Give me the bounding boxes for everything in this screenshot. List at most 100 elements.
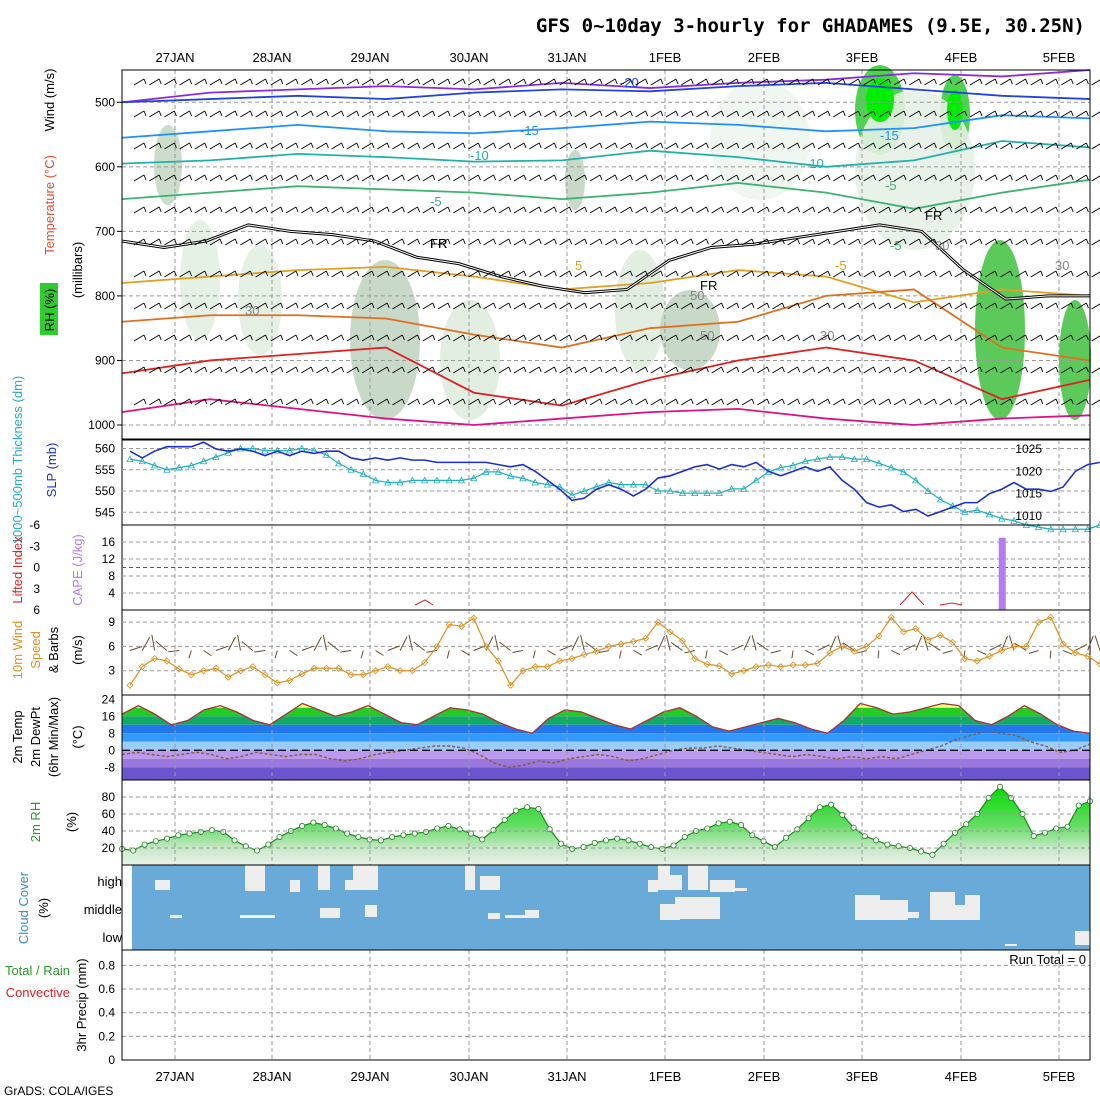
wind-barb [908,110,920,118]
temp-band [122,767,1090,780]
wind-barb [498,78,510,86]
temp-band [122,741,1090,751]
rh-tick: 40 [102,824,116,838]
thickness-point [666,487,674,494]
wind-barb [629,238,633,245]
wind-barb [584,270,588,277]
rh-point [636,840,643,847]
wind-barb [468,398,479,406]
wind-barb-10m [743,636,751,651]
contour-label: -15 [880,128,899,143]
wind-barb [270,334,282,342]
wind-barb [696,110,707,118]
wind-barb [817,78,829,86]
wind-barb [452,110,464,118]
wind-barb [756,174,768,182]
wind-speed-point [212,664,220,672]
wind-speed-point [322,664,331,672]
wind-barb [468,270,479,278]
wind-barb [690,238,694,245]
thickness-point [580,487,588,494]
wind-barb [797,78,801,85]
wind-barb [523,174,527,181]
wind-barb [310,238,314,245]
wind-barb [1015,174,1026,182]
wind-barb [401,302,405,309]
wind-barb [346,78,358,86]
wind-barb [401,238,405,245]
wind-barb [620,142,631,150]
wind-speed-point [629,638,637,646]
wind-barb [133,206,145,214]
wind-barb [513,270,525,278]
wind-speed-point [580,650,588,659]
wind-barb [468,334,479,342]
wind-barb [483,78,494,86]
wind-barb [584,238,588,245]
wind-barb [711,238,722,246]
wind-barb [173,238,177,245]
wind-barb [772,302,783,310]
wind-barb [1060,206,1072,214]
wind-barb [772,238,783,246]
wind-barb [1045,110,1057,118]
wind-barb [331,78,342,86]
wind-tick: 3 [108,664,115,678]
wind-barb [285,110,297,118]
rh-point [265,841,272,848]
ylabel-2m-rh: 2m RH [28,802,43,842]
thickness-point [641,480,650,488]
wind-barb [939,398,950,406]
wind-barb [189,142,193,149]
wind-barb [705,302,709,309]
wind-barb [766,302,770,309]
wind-barb [209,238,221,246]
wind-barb [544,238,555,246]
wind-barb [143,110,147,117]
wind-barb [224,334,236,342]
wind-barb [386,270,390,277]
wind-barb [604,238,616,246]
wind-barb [234,174,238,181]
wind-barb [508,302,512,309]
wind-barb [772,142,783,150]
wind-speed-point [457,622,466,630]
wind-barb [614,110,618,117]
wind-barb [650,110,662,118]
wind-barb [1015,110,1026,118]
rh-point [805,815,812,822]
wind-barb [462,174,466,181]
wind-barb [604,142,616,150]
wind-barb [848,174,859,182]
wind-barb [893,398,905,406]
wind-speed-point [519,667,527,675]
wind-barb [204,270,208,277]
wind-barb [523,78,527,85]
wind-barb [949,366,953,373]
wind-barb [979,110,983,117]
wind-barb [255,302,266,310]
wind-barb [842,334,846,341]
wind-barb [483,270,494,278]
wind-barb [964,366,968,373]
wind-barb [361,110,373,118]
wind-barb [979,238,983,245]
wind-barb [224,110,236,118]
wind-barb [392,174,403,182]
wind-barb [432,206,436,213]
wind-barb [401,174,405,181]
wind-barb [1025,174,1029,181]
wind-barb [1015,270,1026,278]
wind-barb [721,110,725,117]
wind-barb-10m [1075,643,1088,651]
wind-barb [888,78,892,85]
wind-barb [878,270,890,278]
wind-barb [741,142,753,150]
wind-barb [736,270,740,277]
wind-barb [787,142,798,150]
wind-barb [462,110,466,117]
wind-barb [1055,142,1059,149]
wind-barb [133,142,145,150]
wind-barb [893,110,905,118]
wind-speed-point [543,663,552,671]
